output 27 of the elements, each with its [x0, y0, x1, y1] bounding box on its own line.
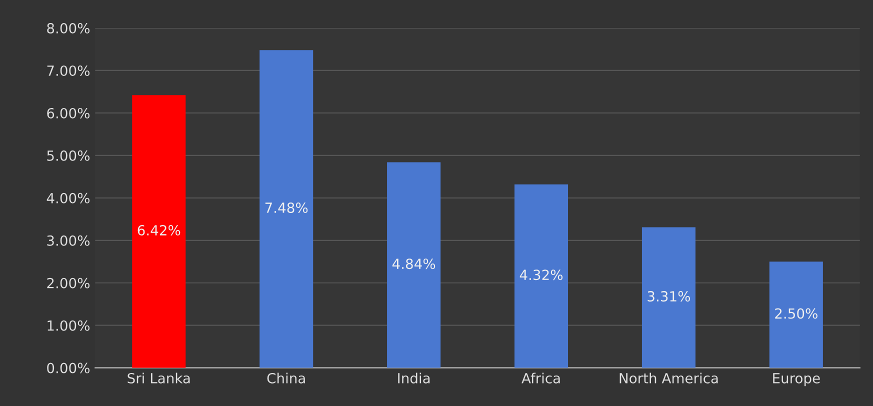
y-tick-label: 7.00% — [47, 65, 90, 76]
bar — [132, 95, 186, 368]
y-tick-label: 4.00% — [46, 192, 90, 204]
x-tick-label: Africa — [522, 372, 560, 384]
data-label: 7.48% — [265, 202, 308, 213]
x-tick-label: India — [398, 372, 430, 384]
y-tick-label: 5.00% — [47, 150, 90, 161]
data-label: 6.42% — [138, 225, 180, 236]
x-tick-label: Europe — [773, 373, 820, 386]
x-tick-label: China — [267, 372, 305, 384]
data-label: 2.50% — [775, 308, 818, 319]
y-tick-label: 0.00% — [47, 362, 90, 374]
y-tick-label: 2.00% — [47, 278, 90, 288]
bar — [260, 50, 314, 368]
bar — [642, 227, 696, 368]
data-label: 3.31% — [648, 291, 690, 302]
y-tick-label: 1.00% — [48, 320, 90, 331]
y-tick-label: 8.00% — [47, 22, 90, 34]
bar — [769, 262, 823, 368]
data-label: 4.84% — [392, 258, 436, 270]
x-tick-label: North America — [620, 372, 718, 384]
data-label: 4.32% — [520, 270, 563, 280]
y-tick-label: 3.00% — [47, 235, 90, 246]
bar — [387, 162, 441, 368]
bar — [514, 184, 568, 368]
y-tick-label: 6.00% — [47, 108, 90, 118]
x-tick-label: Sri Lanka — [128, 372, 190, 384]
